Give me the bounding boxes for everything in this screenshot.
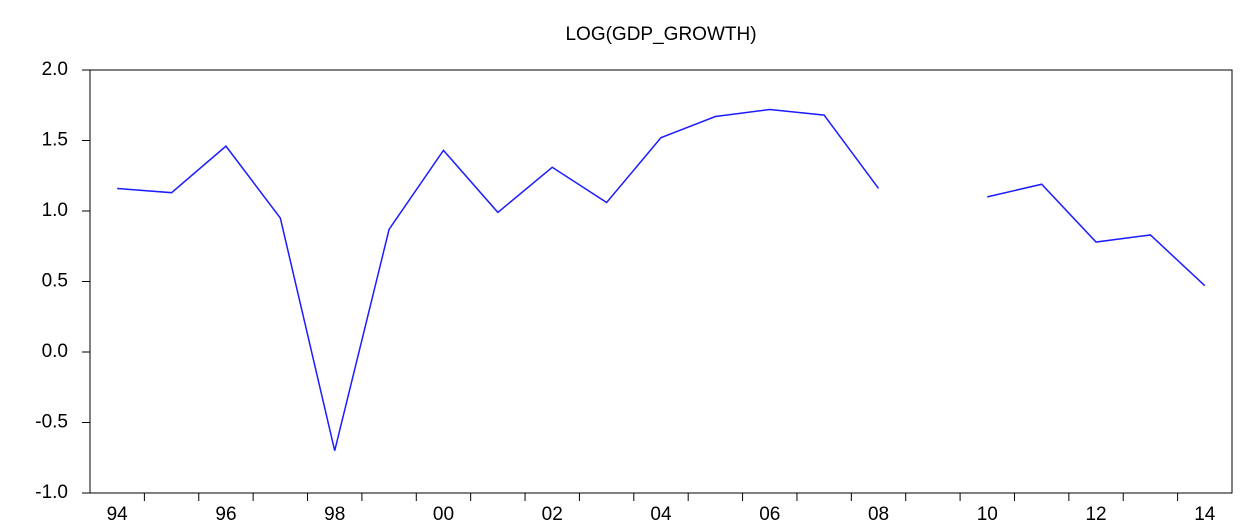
data-line bbox=[117, 108, 1206, 451]
plot-frame bbox=[89, 69, 1233, 494]
y-tick-label: -1.0 bbox=[35, 482, 68, 503]
y-tick-label: 0.0 bbox=[42, 341, 68, 362]
x-tick-label: 08 bbox=[868, 504, 889, 525]
x-tick-label: 94 bbox=[107, 504, 129, 525]
x-tick-label: 00 bbox=[433, 504, 454, 525]
chart-title: LOG(GDP_GROWTH) bbox=[565, 24, 756, 45]
x-tick-label: 14 bbox=[1194, 504, 1216, 525]
x-tick-label: 12 bbox=[1085, 504, 1106, 525]
x-tick-label: 06 bbox=[759, 504, 780, 525]
y-tick-label: 0.5 bbox=[42, 271, 68, 292]
x-tick-label: 98 bbox=[324, 504, 345, 525]
y-tick-label: 2.0 bbox=[42, 59, 68, 80]
y-tick-label: -0.5 bbox=[35, 412, 68, 433]
x-tick-label: 10 bbox=[977, 504, 998, 525]
y-tick-label: 1.0 bbox=[42, 200, 68, 221]
x-tick-label: 96 bbox=[215, 504, 236, 525]
y-tick-label: 1.5 bbox=[42, 130, 68, 151]
x-tick-label: 04 bbox=[650, 504, 672, 525]
x-tick-label: 02 bbox=[542, 504, 563, 525]
